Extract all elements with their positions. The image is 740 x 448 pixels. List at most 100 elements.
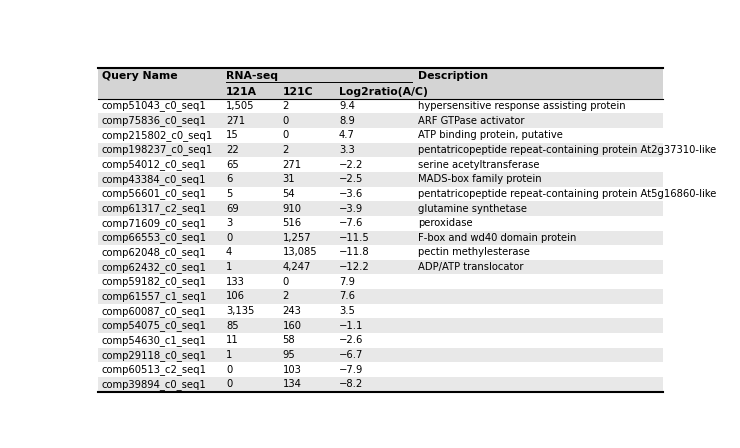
Text: 133: 133 — [226, 277, 245, 287]
Text: 243: 243 — [283, 306, 301, 316]
Text: 4.7: 4.7 — [339, 130, 354, 140]
Text: 1,257: 1,257 — [283, 233, 311, 243]
Bar — [98, 128, 663, 142]
Text: comp61557_c1_seq1: comp61557_c1_seq1 — [101, 291, 207, 302]
Text: 2: 2 — [283, 145, 289, 155]
Text: −3.6: −3.6 — [339, 189, 363, 199]
Text: −2.2: −2.2 — [339, 159, 363, 169]
Text: F-box and wd40 domain protein: F-box and wd40 domain protein — [418, 233, 576, 243]
Text: comp62048_c0_seq1: comp62048_c0_seq1 — [101, 247, 206, 258]
Text: 4,247: 4,247 — [283, 262, 311, 272]
Text: 1: 1 — [226, 262, 232, 272]
Bar — [98, 333, 663, 348]
Text: 2: 2 — [283, 101, 289, 111]
Bar — [98, 142, 663, 157]
Text: 134: 134 — [283, 379, 301, 389]
Text: pectin methylesterase: pectin methylesterase — [418, 247, 530, 258]
Text: glutamine synthetase: glutamine synthetase — [418, 203, 527, 214]
Text: Query Name: Query Name — [101, 71, 178, 81]
Text: comp54630_c1_seq1: comp54630_c1_seq1 — [101, 335, 206, 346]
Bar — [98, 260, 663, 275]
Text: comp71609_c0_seq1: comp71609_c0_seq1 — [101, 218, 206, 228]
Bar — [98, 216, 663, 231]
Text: 31: 31 — [283, 174, 295, 184]
Text: −7.9: −7.9 — [339, 365, 363, 375]
Text: 58: 58 — [283, 336, 295, 345]
Text: serine acetyltransferase: serine acetyltransferase — [418, 159, 539, 169]
Text: 3.3: 3.3 — [339, 145, 354, 155]
Text: −12.2: −12.2 — [339, 262, 370, 272]
Text: 9.4: 9.4 — [339, 101, 354, 111]
Text: 6: 6 — [226, 174, 232, 184]
Text: −6.7: −6.7 — [339, 350, 363, 360]
Bar — [98, 348, 663, 362]
Bar — [98, 362, 663, 377]
Bar — [98, 377, 663, 392]
Text: −1.1: −1.1 — [339, 321, 363, 331]
Text: comp66553_c0_seq1: comp66553_c0_seq1 — [101, 233, 206, 243]
Text: 11: 11 — [226, 336, 239, 345]
Text: hypersensitive response assisting protein: hypersensitive response assisting protei… — [418, 101, 625, 111]
Bar — [98, 201, 663, 216]
Bar — [98, 289, 663, 304]
Text: comp51043_c0_seq1: comp51043_c0_seq1 — [101, 100, 206, 111]
Text: 0: 0 — [283, 277, 289, 287]
Text: −11.8: −11.8 — [339, 247, 369, 258]
Text: 65: 65 — [226, 159, 239, 169]
Text: comp215802_c0_seq1: comp215802_c0_seq1 — [101, 130, 213, 141]
Text: ARF GTPase activator: ARF GTPase activator — [418, 116, 525, 125]
Bar — [98, 113, 663, 128]
Text: comp59182_c0_seq1: comp59182_c0_seq1 — [101, 276, 206, 287]
Text: ATP binding protein, putative: ATP binding protein, putative — [418, 130, 563, 140]
Text: comp75836_c0_seq1: comp75836_c0_seq1 — [101, 115, 206, 126]
Text: 160: 160 — [283, 321, 301, 331]
Text: 7.9: 7.9 — [339, 277, 355, 287]
Text: 8.9: 8.9 — [339, 116, 354, 125]
Text: −11.5: −11.5 — [339, 233, 370, 243]
Text: 0: 0 — [226, 233, 232, 243]
Text: comp62432_c0_seq1: comp62432_c0_seq1 — [101, 262, 206, 273]
Text: comp54012_c0_seq1: comp54012_c0_seq1 — [101, 159, 206, 170]
Text: −3.9: −3.9 — [339, 203, 363, 214]
Text: 121C: 121C — [283, 86, 313, 96]
Text: 516: 516 — [283, 218, 302, 228]
Bar — [98, 186, 663, 201]
Text: ADP/ATP translocator: ADP/ATP translocator — [418, 262, 523, 272]
Text: comp54075_c0_seq1: comp54075_c0_seq1 — [101, 320, 206, 331]
Text: RNA-seq: RNA-seq — [226, 71, 278, 81]
Bar — [98, 319, 663, 333]
Text: 54: 54 — [283, 189, 295, 199]
Text: −2.6: −2.6 — [339, 336, 363, 345]
Text: 103: 103 — [283, 365, 301, 375]
Bar — [98, 172, 663, 186]
Text: comp29118_c0_seq1: comp29118_c0_seq1 — [101, 350, 206, 361]
Text: 4: 4 — [226, 247, 232, 258]
Text: comp60513_c2_seq1: comp60513_c2_seq1 — [101, 364, 206, 375]
Text: −2.5: −2.5 — [339, 174, 363, 184]
Text: 121A: 121A — [226, 86, 257, 96]
Text: MADS-box family protein: MADS-box family protein — [418, 174, 542, 184]
Bar — [98, 99, 663, 113]
Text: −7.6: −7.6 — [339, 218, 363, 228]
Text: 3.5: 3.5 — [339, 306, 354, 316]
Text: comp198237_c0_seq1: comp198237_c0_seq1 — [101, 144, 213, 155]
Text: comp60087_c0_seq1: comp60087_c0_seq1 — [101, 306, 206, 317]
Text: 1,505: 1,505 — [226, 101, 255, 111]
Text: 95: 95 — [283, 350, 295, 360]
Text: 0: 0 — [283, 130, 289, 140]
Text: 3: 3 — [226, 218, 232, 228]
Text: 22: 22 — [226, 145, 239, 155]
Text: 2: 2 — [283, 292, 289, 302]
Text: Log2ratio(A/C): Log2ratio(A/C) — [339, 86, 428, 96]
Text: 910: 910 — [283, 203, 301, 214]
Text: pentatricopeptide repeat-containing protein At5g16860-like: pentatricopeptide repeat-containing prot… — [418, 189, 716, 199]
Text: 271: 271 — [226, 116, 245, 125]
Text: 106: 106 — [226, 292, 245, 302]
Text: 5: 5 — [226, 189, 232, 199]
Text: comp56601_c0_seq1: comp56601_c0_seq1 — [101, 188, 206, 199]
Text: 85: 85 — [226, 321, 238, 331]
Text: 3,135: 3,135 — [226, 306, 255, 316]
Text: 0: 0 — [226, 379, 232, 389]
Text: peroxidase: peroxidase — [418, 218, 473, 228]
Bar — [98, 275, 663, 289]
